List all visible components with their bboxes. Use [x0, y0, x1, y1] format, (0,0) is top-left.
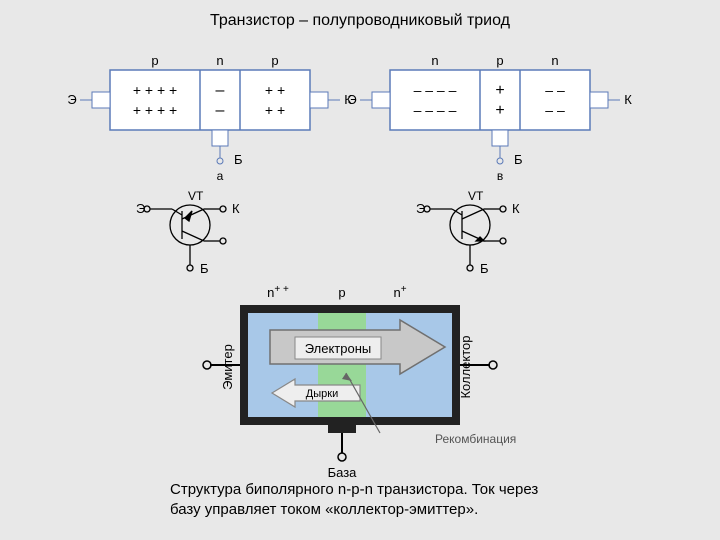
- svg-text:– –: – –: [545, 102, 565, 118]
- emitter-text: Эмитер: [220, 344, 235, 390]
- collector-label: К: [232, 201, 240, 216]
- base-label: Б: [234, 152, 243, 167]
- svg-text:+ + + +: + + + +: [133, 82, 177, 98]
- holes-label: Дырки: [306, 388, 338, 400]
- svg-text:– – – –: – – – –: [414, 102, 457, 118]
- base-label: Б: [480, 261, 489, 276]
- svg-text:– – – –: – – – –: [414, 82, 457, 98]
- svg-text:– –: – –: [545, 82, 565, 98]
- doping-label: p: [271, 53, 278, 68]
- svg-text:–: –: [216, 102, 225, 119]
- svg-text:+ + + +: + + + +: [133, 102, 177, 118]
- doping-label: p: [151, 53, 158, 68]
- electrons-label: Электроны: [305, 341, 372, 356]
- svg-text:–: –: [216, 82, 225, 99]
- svg-text:n+: n+: [393, 285, 406, 300]
- sub-label: a: [217, 169, 224, 183]
- doping-label: n: [216, 53, 223, 68]
- base-label: Б: [514, 152, 523, 167]
- emitter-label: Э: [136, 201, 145, 216]
- doping-label: p: [496, 53, 503, 68]
- emitter-label: Э: [347, 92, 356, 107]
- svg-text:n+ +: n+ +: [267, 285, 289, 300]
- svg-text:+: +: [495, 102, 504, 119]
- doping-label: n: [431, 53, 438, 68]
- emitter-label: Э: [416, 201, 425, 216]
- vt-label: VT: [188, 189, 204, 203]
- caption-line1: Структура биполярного n-p-n транзистора.…: [170, 481, 538, 498]
- caption-line2: базу управляет током «коллектор-эмиттер»…: [170, 501, 478, 518]
- npn-structure: n+ + p n+ Электроны Дырки Эмитер Коллект…: [200, 285, 560, 485]
- schematic-symbols: Э К Б VT Э К Б VT: [0, 185, 720, 285]
- svg-text:+ +: + +: [265, 102, 285, 118]
- vt-label: VT: [468, 189, 484, 203]
- collector-label: К: [512, 201, 520, 216]
- recomb-text: Рекомбинация: [435, 432, 516, 446]
- doping-label: n: [551, 53, 558, 68]
- sub-label: в: [497, 169, 503, 183]
- base-text: База: [328, 465, 358, 480]
- collector-label: К: [624, 92, 632, 107]
- caption: Структура биполярного n-p-n транзистора.…: [170, 480, 538, 519]
- page-title: Транзистор – полупроводниковый триод: [0, 0, 720, 30]
- emitter-label: Э: [67, 92, 76, 107]
- base-label: Б: [200, 261, 209, 276]
- collector-text: Коллектор: [458, 335, 473, 398]
- svg-text:p: p: [338, 285, 345, 300]
- svg-text:+: +: [495, 82, 504, 99]
- svg-text:+ +: + +: [265, 82, 285, 98]
